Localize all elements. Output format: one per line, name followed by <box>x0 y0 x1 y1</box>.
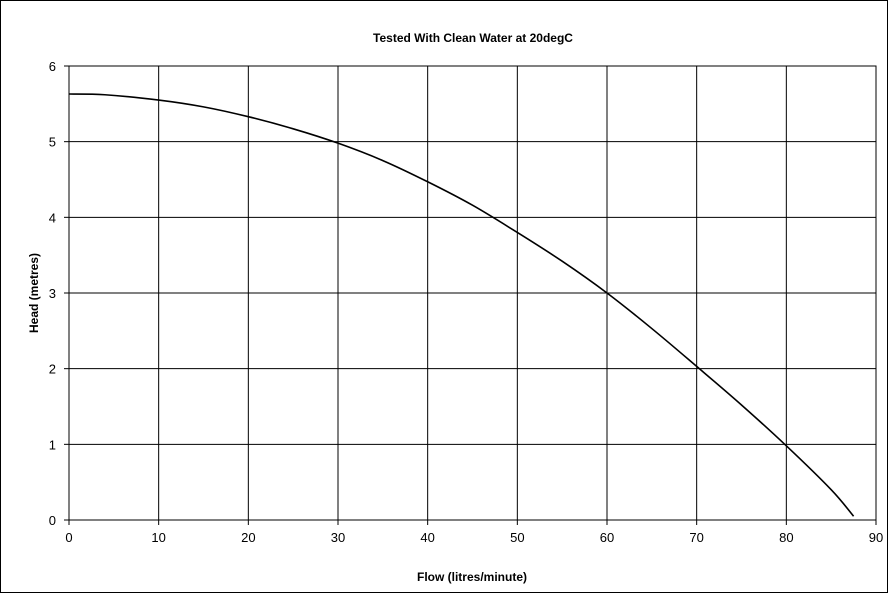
x-tick-label: 40 <box>420 530 434 545</box>
axis-ticks: 0 10 20 30 40 50 60 70 80 90 0 1 2 3 4 5 6 <box>49 59 883 545</box>
x-axis-label: Flow (litres/minute) <box>417 570 527 584</box>
series-group <box>68 93 855 517</box>
y-tick-label: 1 <box>49 437 56 452</box>
x-tick-label: 30 <box>331 530 345 545</box>
y-tick-label: 6 <box>49 59 56 74</box>
y-tick-label: 0 <box>49 513 56 528</box>
x-tick-label: 60 <box>600 530 614 545</box>
grid <box>68 65 877 521</box>
y-tick-label: 3 <box>49 286 56 301</box>
x-tick-label: 0 <box>65 530 72 545</box>
x-tick-label: 70 <box>689 530 703 545</box>
x-tick-label: 10 <box>151 530 165 545</box>
head-flow-curve <box>68 93 855 517</box>
y-tick-label: 5 <box>49 135 56 150</box>
y-tick-label: 2 <box>49 362 56 377</box>
x-tick-label: 80 <box>779 530 793 545</box>
y-tick-label: 4 <box>49 210 56 225</box>
y-axis-label: Head (metres) <box>27 253 41 333</box>
x-tick-label: 90 <box>869 530 883 545</box>
chart-title: Tested With Clean Water at 20degC <box>373 31 573 45</box>
x-tick-label: 20 <box>241 530 255 545</box>
x-tick-label: 50 <box>510 530 524 545</box>
